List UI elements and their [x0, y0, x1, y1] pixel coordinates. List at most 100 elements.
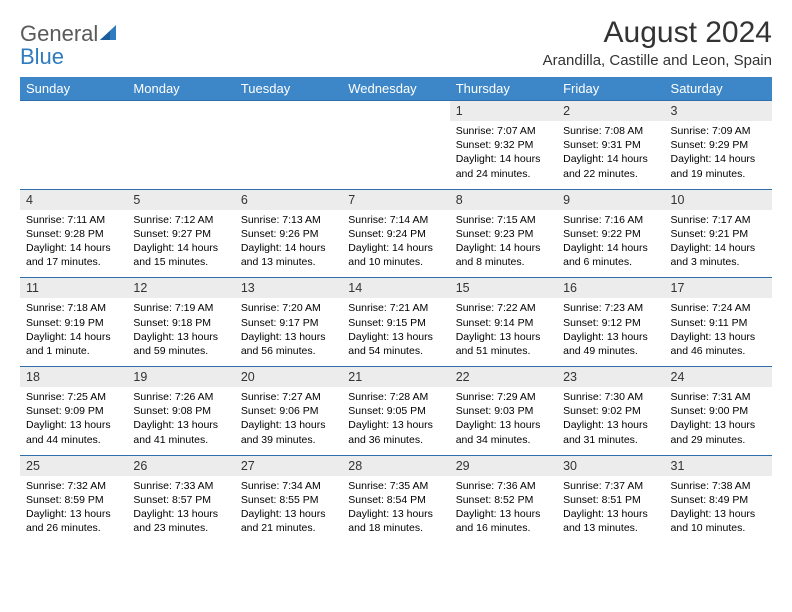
sunrise-line: Sunrise: 7:30 AM: [563, 390, 658, 404]
page-header: General Blue August 2024 Arandilla, Cast…: [20, 16, 772, 69]
sunset-line: Sunset: 9:02 PM: [563, 404, 658, 418]
sunset-line: Sunset: 9:18 PM: [133, 316, 228, 330]
sunrise-line: Sunrise: 7:19 AM: [133, 301, 228, 315]
sunset-line: Sunset: 9:19 PM: [26, 316, 121, 330]
daylight-line: Daylight: 13 hours and 51 minutes.: [456, 330, 551, 358]
day-number: 30: [557, 456, 664, 476]
sunrise-line: Sunrise: 7:09 AM: [671, 124, 766, 138]
day-info: [235, 121, 342, 183]
day-number: 8: [450, 190, 557, 210]
sunrise-line: Sunrise: 7:32 AM: [26, 479, 121, 493]
day-cell: 21Sunrise: 7:28 AMSunset: 9:05 PMDayligh…: [342, 367, 449, 456]
daylight-line: Daylight: 13 hours and 46 minutes.: [671, 330, 766, 358]
daylight-line: Daylight: 14 hours and 1 minute.: [26, 330, 121, 358]
day-number: 19: [127, 367, 234, 387]
day-header: Thursday: [450, 77, 557, 101]
day-number: 18: [20, 367, 127, 387]
day-info: Sunrise: 7:25 AMSunset: 9:09 PMDaylight:…: [20, 387, 127, 455]
day-number: 24: [665, 367, 772, 387]
daylight-line: Daylight: 13 hours and 26 minutes.: [26, 507, 121, 535]
daylight-line: Daylight: 14 hours and 15 minutes.: [133, 241, 228, 269]
daylight-line: Daylight: 14 hours and 13 minutes.: [241, 241, 336, 269]
sunset-line: Sunset: 9:08 PM: [133, 404, 228, 418]
sunset-line: Sunset: 9:11 PM: [671, 316, 766, 330]
day-cell: 15Sunrise: 7:22 AMSunset: 9:14 PMDayligh…: [450, 278, 557, 367]
sunrise-line: Sunrise: 7:22 AM: [456, 301, 551, 315]
day-info: Sunrise: 7:09 AMSunset: 9:29 PMDaylight:…: [665, 121, 772, 189]
day-info: Sunrise: 7:15 AMSunset: 9:23 PMDaylight:…: [450, 210, 557, 278]
month-title: August 2024: [543, 16, 772, 50]
daylight-line: Daylight: 14 hours and 19 minutes.: [671, 152, 766, 180]
day-number: 11: [20, 278, 127, 298]
sunset-line: Sunset: 9:24 PM: [348, 227, 443, 241]
day-number: 13: [235, 278, 342, 298]
sunset-line: Sunset: 9:06 PM: [241, 404, 336, 418]
location: Arandilla, Castille and Leon, Spain: [543, 52, 772, 69]
brand-blue: Blue: [20, 44, 64, 69]
day-info: [20, 121, 127, 183]
sunset-line: Sunset: 9:23 PM: [456, 227, 551, 241]
day-number: 4: [20, 190, 127, 210]
week-row: 18Sunrise: 7:25 AMSunset: 9:09 PMDayligh…: [20, 367, 772, 456]
day-cell: 23Sunrise: 7:30 AMSunset: 9:02 PMDayligh…: [557, 367, 664, 456]
day-info: Sunrise: 7:19 AMSunset: 9:18 PMDaylight:…: [127, 298, 234, 366]
day-header: Saturday: [665, 77, 772, 101]
day-number: 22: [450, 367, 557, 387]
day-info: Sunrise: 7:13 AMSunset: 9:26 PMDaylight:…: [235, 210, 342, 278]
day-cell: 27Sunrise: 7:34 AMSunset: 8:55 PMDayligh…: [235, 455, 342, 543]
brand-text: General Blue: [20, 22, 120, 68]
day-cell: 9Sunrise: 7:16 AMSunset: 9:22 PMDaylight…: [557, 189, 664, 278]
day-info: Sunrise: 7:32 AMSunset: 8:59 PMDaylight:…: [20, 476, 127, 544]
sunset-line: Sunset: 9:00 PM: [671, 404, 766, 418]
sunrise-line: Sunrise: 7:34 AM: [241, 479, 336, 493]
daylight-line: Daylight: 13 hours and 49 minutes.: [563, 330, 658, 358]
day-cell: 13Sunrise: 7:20 AMSunset: 9:17 PMDayligh…: [235, 278, 342, 367]
day-info: Sunrise: 7:38 AMSunset: 8:49 PMDaylight:…: [665, 476, 772, 544]
day-cell: 10Sunrise: 7:17 AMSunset: 9:21 PMDayligh…: [665, 189, 772, 278]
day-number: 12: [127, 278, 234, 298]
sunrise-line: Sunrise: 7:24 AM: [671, 301, 766, 315]
sunrise-line: Sunrise: 7:37 AM: [563, 479, 658, 493]
day-cell: [235, 101, 342, 190]
daylight-line: Daylight: 14 hours and 17 minutes.: [26, 241, 121, 269]
sunset-line: Sunset: 9:22 PM: [563, 227, 658, 241]
day-cell: 5Sunrise: 7:12 AMSunset: 9:27 PMDaylight…: [127, 189, 234, 278]
day-cell: 8Sunrise: 7:15 AMSunset: 9:23 PMDaylight…: [450, 189, 557, 278]
day-number: 21: [342, 367, 449, 387]
day-cell: 3Sunrise: 7:09 AMSunset: 9:29 PMDaylight…: [665, 101, 772, 190]
day-number: 5: [127, 190, 234, 210]
day-number: 31: [665, 456, 772, 476]
day-header-row: Sunday Monday Tuesday Wednesday Thursday…: [20, 77, 772, 101]
sunset-line: Sunset: 8:54 PM: [348, 493, 443, 507]
day-number: 1: [450, 101, 557, 121]
daylight-line: Daylight: 13 hours and 56 minutes.: [241, 330, 336, 358]
day-number: 29: [450, 456, 557, 476]
day-info: Sunrise: 7:11 AMSunset: 9:28 PMDaylight:…: [20, 210, 127, 278]
sunset-line: Sunset: 8:57 PM: [133, 493, 228, 507]
day-info: Sunrise: 7:22 AMSunset: 9:14 PMDaylight:…: [450, 298, 557, 366]
day-cell: 20Sunrise: 7:27 AMSunset: 9:06 PMDayligh…: [235, 367, 342, 456]
daylight-line: Daylight: 14 hours and 8 minutes.: [456, 241, 551, 269]
daylight-line: Daylight: 13 hours and 18 minutes.: [348, 507, 443, 535]
sunrise-line: Sunrise: 7:07 AM: [456, 124, 551, 138]
day-info: Sunrise: 7:07 AMSunset: 9:32 PMDaylight:…: [450, 121, 557, 189]
day-info: Sunrise: 7:21 AMSunset: 9:15 PMDaylight:…: [342, 298, 449, 366]
daylight-line: Daylight: 13 hours and 54 minutes.: [348, 330, 443, 358]
sunset-line: Sunset: 9:32 PM: [456, 138, 551, 152]
daylight-line: Daylight: 13 hours and 31 minutes.: [563, 418, 658, 446]
day-info: Sunrise: 7:18 AMSunset: 9:19 PMDaylight:…: [20, 298, 127, 366]
sunrise-line: Sunrise: 7:11 AM: [26, 213, 121, 227]
day-header: Wednesday: [342, 77, 449, 101]
day-number: 15: [450, 278, 557, 298]
day-number: 3: [665, 101, 772, 121]
day-info: Sunrise: 7:37 AMSunset: 8:51 PMDaylight:…: [557, 476, 664, 544]
sunset-line: Sunset: 9:26 PM: [241, 227, 336, 241]
day-info: Sunrise: 7:20 AMSunset: 9:17 PMDaylight:…: [235, 298, 342, 366]
daylight-line: Daylight: 13 hours and 21 minutes.: [241, 507, 336, 535]
day-cell: 25Sunrise: 7:32 AMSunset: 8:59 PMDayligh…: [20, 455, 127, 543]
day-cell: 14Sunrise: 7:21 AMSunset: 9:15 PMDayligh…: [342, 278, 449, 367]
day-cell: 18Sunrise: 7:25 AMSunset: 9:09 PMDayligh…: [20, 367, 127, 456]
daylight-line: Daylight: 13 hours and 39 minutes.: [241, 418, 336, 446]
sunrise-line: Sunrise: 7:23 AM: [563, 301, 658, 315]
day-number: 20: [235, 367, 342, 387]
